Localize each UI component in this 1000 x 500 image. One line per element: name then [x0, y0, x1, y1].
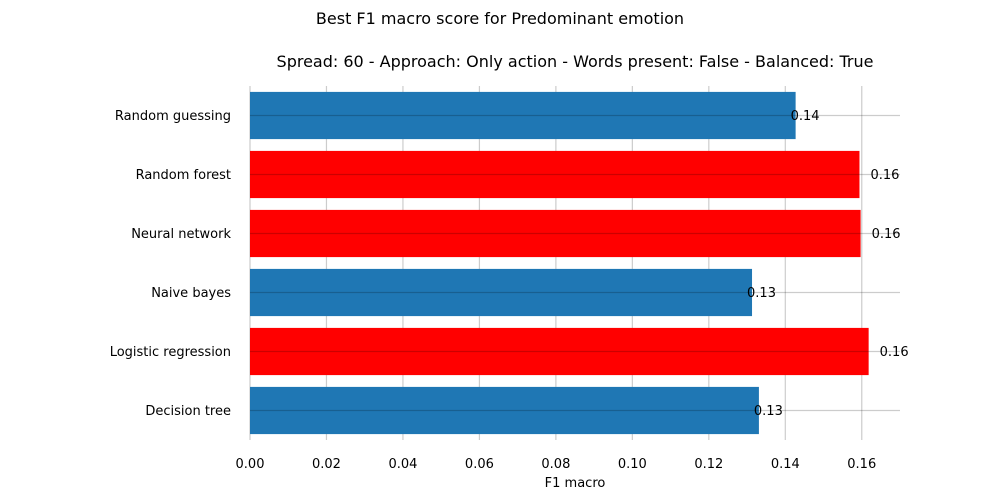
bar-decision-tree: [250, 386, 759, 435]
chart-suptitle: Best F1 macro score for Predominant emot…: [316, 9, 684, 28]
y-tick-label: Random guessing: [115, 109, 231, 124]
x-tick-label: 0.02: [312, 457, 341, 472]
x-tick-label: 0.08: [541, 457, 570, 472]
y-tick-label: Random forest: [136, 168, 231, 183]
data-label-naive-bayes: 0.13: [747, 286, 776, 301]
y-axis-ticks: Random guessing Random forest Neural netwo…: [110, 109, 232, 419]
x-tick-label: 0.16: [847, 457, 876, 472]
data-label-random-forest: 0.16: [870, 168, 899, 183]
y-tick-label: Decision tree: [145, 404, 231, 419]
x-tick-label: 0.00: [236, 457, 265, 472]
y-tick-label: Logistic regression: [110, 345, 231, 360]
x-tick-label: 0.12: [694, 457, 723, 472]
x-tick-label: 0.14: [771, 457, 800, 472]
y-tick-label: Naive bayes: [151, 286, 231, 301]
bar-neural-network: [250, 209, 861, 258]
bar-random-guessing: [250, 91, 796, 140]
data-label-decision-tree: 0.13: [754, 404, 783, 419]
bars-group: [250, 91, 869, 435]
bar-random-forest: [250, 150, 860, 199]
data-label-neural-network: 0.16: [872, 227, 901, 242]
value-labels-group: 0.14 0.16 0.16 0.13 0.16 0.13: [747, 109, 909, 419]
data-label-logistic-regression: 0.16: [880, 345, 909, 360]
bar-naive-bayes: [250, 268, 753, 317]
data-label-random-guessing: 0.14: [791, 109, 820, 124]
x-tick-label: 0.04: [388, 457, 417, 472]
y-tick-label: Neural network: [131, 227, 231, 242]
x-axis-label: F1 macro: [545, 476, 606, 491]
x-gridlines: [249, 86, 863, 440]
bar-logistic-regression: [250, 327, 869, 376]
x-axis-ticks: 0.00 0.02 0.04 0.06 0.08 0.10 0.12 0.14 0.16: [236, 457, 877, 472]
y-gridlines: [250, 114, 900, 412]
x-tick-label: 0.10: [618, 457, 647, 472]
chart-title: Spread: 60 - Approach: Only action - Wor…: [277, 52, 874, 71]
x-tick-label: 0.06: [465, 457, 494, 472]
